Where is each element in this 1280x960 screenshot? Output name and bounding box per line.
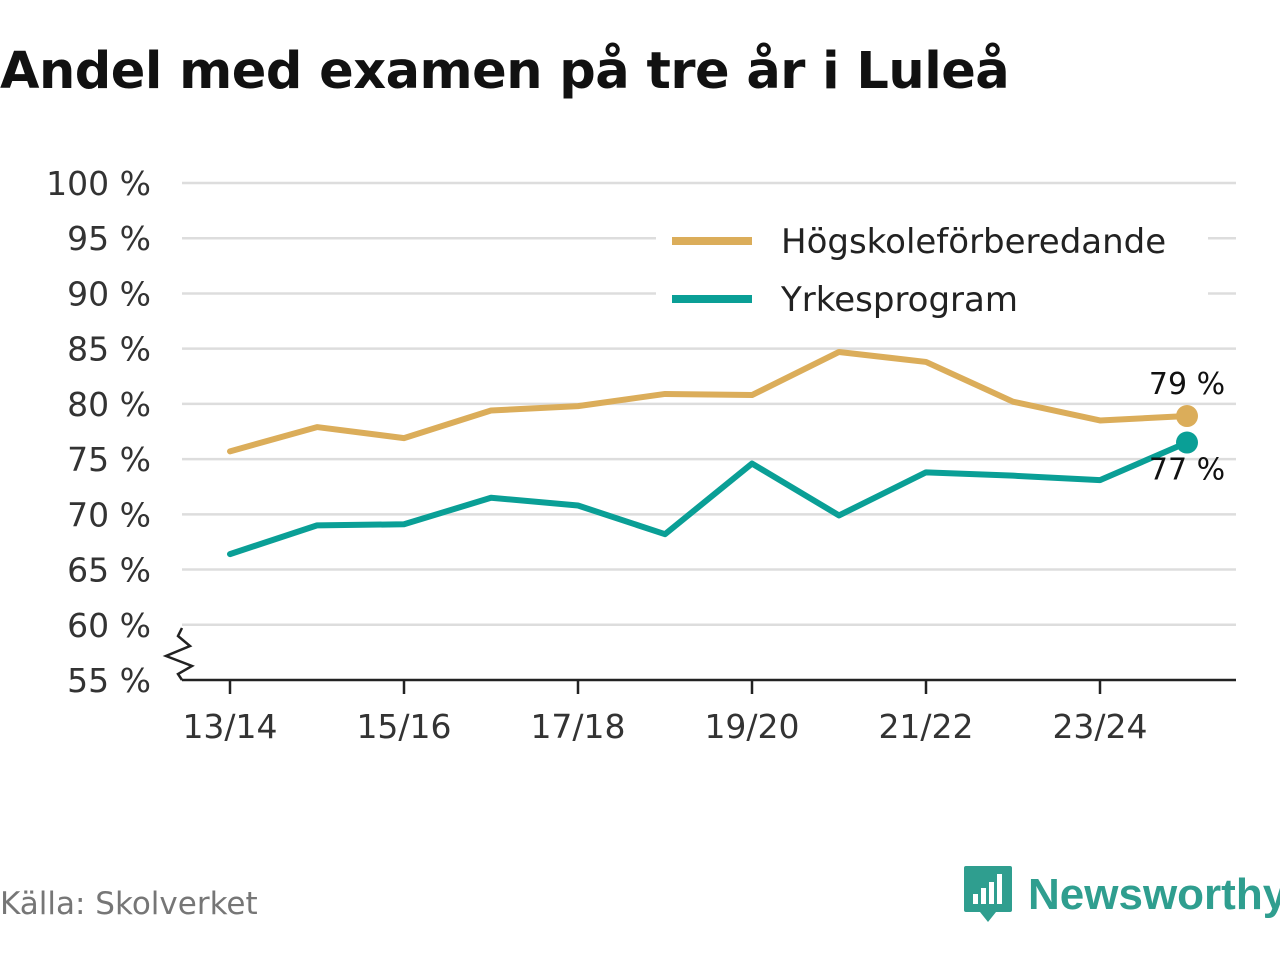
legend: Högskoleförberedande Yrkesprogram bbox=[656, 212, 1208, 330]
y-tick-label: 55 % bbox=[67, 661, 151, 700]
series-line-2 bbox=[227, 439, 1190, 558]
x-tick-label: 19/20 bbox=[704, 707, 799, 746]
y-tick-label: 80 % bbox=[67, 385, 151, 424]
source-note: Källa: Skolverket bbox=[0, 886, 258, 922]
end-label-2: 77 % bbox=[1149, 453, 1225, 488]
y-tick-label: 85 % bbox=[67, 330, 151, 369]
y-tick-label: 90 % bbox=[67, 274, 151, 313]
legend-background bbox=[656, 212, 1208, 330]
x-tick-label: 17/18 bbox=[530, 707, 625, 746]
x-tick-label: 21/22 bbox=[878, 707, 973, 746]
x-axis: 13/14 15/16 17/18 19/20 21/22 23/24 bbox=[162, 627, 1236, 746]
y-tick-label: 70 % bbox=[67, 495, 151, 534]
brand-name: Newsworthy bbox=[1028, 870, 1280, 919]
end-point-1 bbox=[1176, 405, 1198, 428]
series-line-1 bbox=[227, 348, 1190, 455]
y-tick-label: 95 % bbox=[67, 219, 151, 258]
newsworthy-logo-icon bbox=[964, 866, 1012, 922]
y-tick-label: 75 % bbox=[67, 440, 151, 479]
x-tick-label: 13/14 bbox=[182, 707, 277, 746]
end-label-1: 79 % bbox=[1149, 367, 1225, 402]
y-tick-label: 60 % bbox=[67, 606, 151, 645]
y-tick-label: 100 % bbox=[46, 164, 151, 203]
series-lines: 79 % 77 % bbox=[227, 348, 1225, 558]
legend-label: Högskoleförberedande bbox=[781, 222, 1166, 262]
chart-title: Andel med examen på tre år i Luleå bbox=[0, 42, 1010, 101]
y-axis-tick-labels: 55 % 60 % 65 % 70 % 75 % 80 % 85 % 90 % 95 % 100 … bbox=[46, 164, 151, 700]
brand-logo[interactable]: Newsworthy bbox=[962, 862, 1280, 928]
x-tick-label: 15/16 bbox=[356, 707, 451, 746]
y-tick-label: 65 % bbox=[67, 551, 151, 590]
end-point-2 bbox=[1176, 431, 1198, 454]
axis-break-icon bbox=[162, 627, 195, 681]
legend-label: Yrkesprogram bbox=[780, 280, 1018, 320]
x-tick-label: 23/24 bbox=[1052, 707, 1147, 746]
